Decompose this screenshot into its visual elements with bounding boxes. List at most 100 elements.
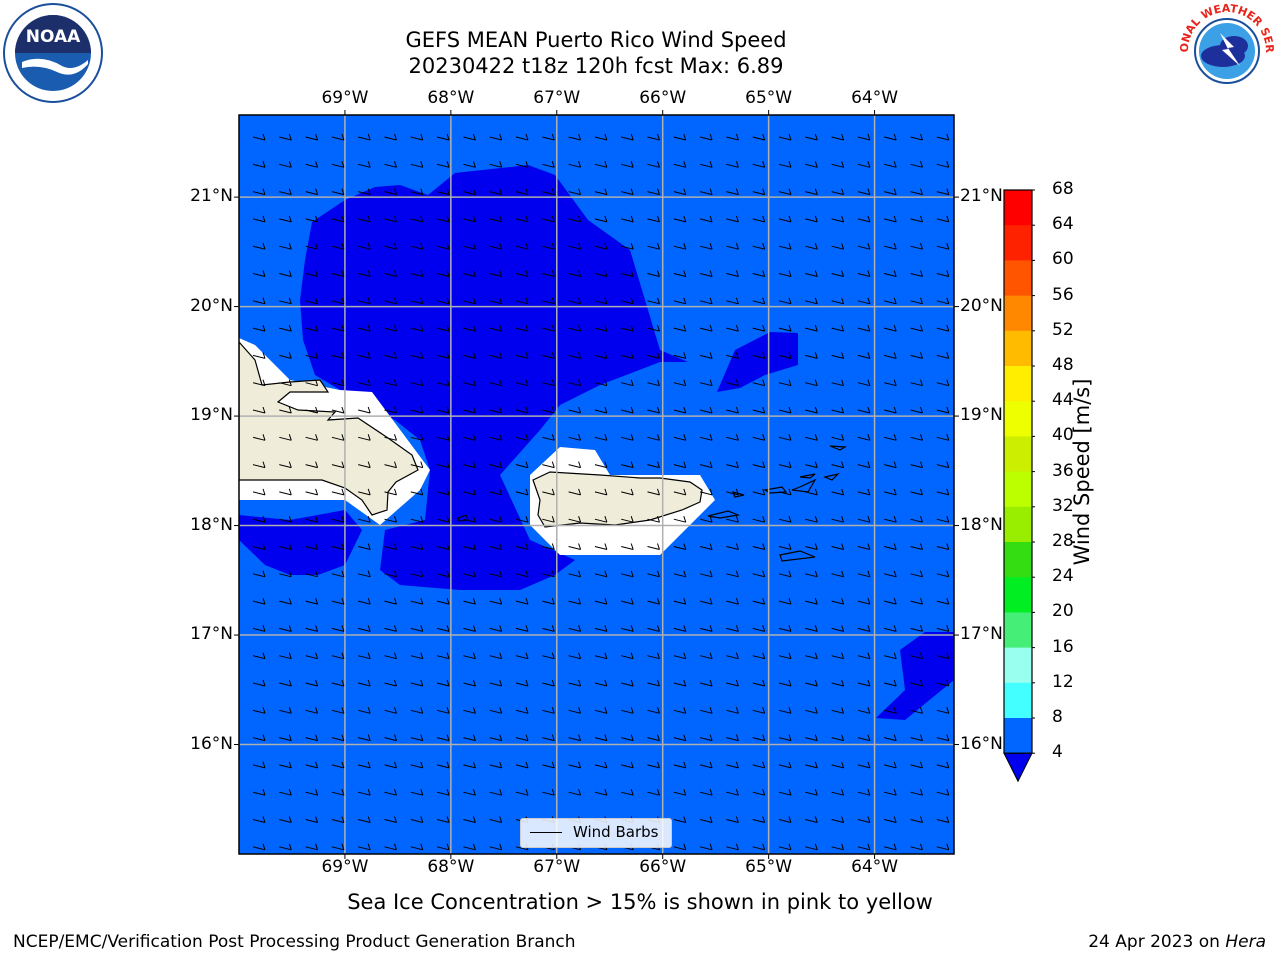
wind-barb: [515, 270, 529, 277]
wind-barb: [778, 379, 792, 387]
wind-barb: [673, 270, 687, 277]
colorbar-segment: [1004, 366, 1032, 402]
wind-barb: [910, 516, 923, 523]
wind-barb: [594, 734, 608, 742]
wind-barb: [305, 352, 319, 359]
wind-barb: [594, 461, 608, 469]
latitude-label: 21°N: [960, 186, 1003, 207]
wind-barb: [436, 843, 450, 851]
wind-barb: [726, 488, 739, 496]
wind-barb: [305, 679, 319, 687]
wind-barb: [568, 188, 582, 196]
wind-barb: [726, 843, 739, 851]
wind-barb: [489, 734, 503, 742]
wind-barb: [726, 652, 739, 660]
wind-barb: [805, 789, 818, 796]
colorbar-tick-label: 44: [1052, 390, 1074, 411]
wind-barb: [857, 133, 871, 141]
wind-barb: [726, 188, 739, 196]
wind-barb: [673, 297, 687, 305]
wind-barb: [305, 543, 319, 550]
map-frame: [238, 114, 955, 855]
wind-barb: [726, 434, 739, 441]
map-legend: Wind Barbs: [520, 818, 672, 848]
colorbar-tick-label: 24: [1052, 566, 1074, 587]
wind-barb: [621, 297, 634, 305]
wind-barb: [410, 406, 424, 414]
wind-barb: [621, 406, 634, 414]
wind-barb: [252, 488, 266, 496]
wind-barb: [436, 488, 450, 496]
wind-barb: [463, 188, 476, 196]
longitude-label: 68°W: [427, 857, 475, 877]
wind-barb: [410, 488, 424, 496]
wind-barb: [542, 707, 555, 714]
wind-barb: [436, 789, 450, 796]
wind-barb: [594, 379, 608, 387]
wind-barb: [963, 707, 975, 713]
wind-barb: [515, 406, 529, 414]
wind-barb: [305, 488, 319, 496]
wind-barb: [805, 543, 818, 550]
wind-barb: [410, 461, 424, 469]
wind-barb: [726, 597, 739, 605]
wind-barb: [305, 434, 319, 441]
wind-barb: [910, 843, 923, 851]
wind-barb: [384, 843, 397, 851]
wind-barb: [778, 516, 792, 523]
longitude-label: 65°W: [745, 88, 793, 108]
wind-barb: [568, 625, 582, 632]
wind-barb: [358, 761, 371, 769]
longitude-label: 67°W: [533, 857, 581, 877]
wind-barb: [910, 324, 923, 332]
wind-barb: [542, 434, 555, 441]
wind-barb: [752, 352, 766, 359]
longitude-label: 64°W: [851, 857, 899, 877]
wind-barb: [647, 161, 660, 168]
wind-barb: [884, 679, 897, 687]
wind-barb: [410, 679, 424, 687]
wind-barb: [568, 734, 582, 742]
wind-barb: [752, 652, 766, 660]
wind-barb: [857, 679, 871, 687]
wind-barb: [305, 188, 319, 196]
wind-barb: [515, 133, 529, 141]
wind-barb: [963, 653, 975, 659]
wind-barb: [568, 379, 582, 387]
wind-barb: [963, 243, 975, 249]
colorbar-segment: [1004, 190, 1032, 226]
wind-barb: [331, 816, 345, 823]
wind-barb: [752, 597, 766, 605]
wind-barb: [963, 817, 975, 823]
wind-barb: [542, 379, 555, 387]
wind-barb: [621, 570, 634, 578]
wind-barb: [436, 761, 450, 769]
wind-barb: [884, 816, 897, 823]
wind-barb: [489, 243, 503, 250]
wind-barb: [805, 243, 818, 250]
wind-barb: [410, 734, 424, 742]
wind-barb: [331, 570, 345, 578]
wind-barb: [279, 352, 292, 359]
wind-barb: [910, 434, 923, 441]
wind-barb: [489, 843, 503, 851]
wind-barb: [384, 652, 397, 660]
wind-barb: [410, 161, 424, 168]
wind-barb: [831, 324, 845, 332]
wind-barb: [778, 297, 792, 305]
wind-barb: [910, 243, 923, 250]
wind-barb: [489, 570, 503, 578]
wind-barb: [331, 243, 345, 250]
wind-barb: [647, 543, 660, 550]
wind-barb: [805, 352, 818, 359]
wind-barb: [436, 188, 450, 196]
wind-barb: [305, 734, 319, 742]
wind-barb: [673, 461, 687, 469]
wind-barb: [857, 161, 871, 168]
wind-barb: [805, 161, 818, 168]
wind-barb: [331, 297, 345, 305]
wind-barb: [673, 816, 687, 823]
sea-ice-caption: Sea Ice Concentration > 15% is shown in …: [347, 890, 933, 914]
wind-barb: [568, 679, 582, 687]
low-wind-region-central: [300, 165, 688, 590]
